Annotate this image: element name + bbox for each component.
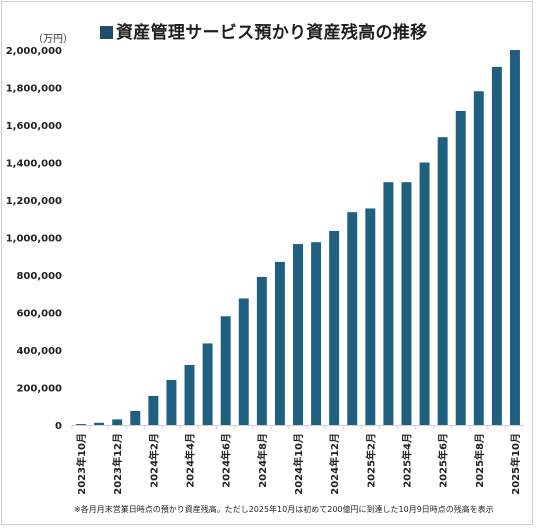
bar [148,395,159,425]
bar [256,276,267,426]
x-tick-label: 2025年4月 [400,433,413,488]
footnote: ※各月月末営業日時点の預かり資産残高。ただし2025年10月は初めて200億円に… [74,505,494,514]
bar [347,212,358,425]
x-tick-label: 2025年2月 [364,433,377,488]
y-unit-label: （万円） [33,34,73,45]
chart-title: 資産管理サービス預かり資産残高の推移 [100,18,427,43]
bar [166,380,177,425]
bar [419,162,430,425]
x-tick-label: 2024年12月 [328,433,341,495]
bar [274,261,285,426]
bar [184,365,195,425]
x-tick-label: 2025年8月 [473,433,486,488]
x-tick-label: 2025年6月 [437,433,450,488]
x-tick-label: 2024年4月 [184,433,197,488]
bar [365,208,376,425]
bar [202,343,213,425]
y-tick-label: 1,000,000 [6,234,62,245]
y-tick-label: 600,000 [16,309,62,320]
x-tick-label: 2024年2月 [147,433,160,488]
bar [94,422,105,425]
title-square-icon [100,26,113,39]
y-tick-label: 1,400,000 [6,159,62,170]
bar [220,316,231,425]
bar [329,230,340,425]
bar [473,91,484,425]
bar [112,419,123,426]
y-tick-label: 200,000 [16,384,62,395]
x-tick-label: 2025年10月 [509,433,522,495]
bar [76,424,87,425]
y-tick-label: 1,800,000 [6,84,62,95]
bar [311,242,322,425]
y-tick-label: 2,000,000 [6,46,62,57]
x-tick-label: 2024年10月 [292,433,305,495]
x-tick-label: 2023年12月 [111,433,124,495]
bar [401,182,412,425]
y-tick-label: 1,200,000 [6,196,62,207]
y-tick-label: 800,000 [16,271,62,282]
bar [455,110,466,425]
bar [130,410,141,425]
chart-title-text: 資産管理サービス預かり資産残高の推移 [116,23,428,43]
bar [491,66,502,426]
bar [437,137,448,425]
bar [238,298,249,425]
bar [383,182,394,425]
bar [293,244,303,425]
x-tick-label: 2024年6月 [220,433,233,488]
y-tick-label: 400,000 [16,346,62,357]
x-tick-label: 2024年8月 [256,433,269,488]
y-tick-label: 1,600,000 [6,121,62,132]
y-tick-label: 0 [55,421,62,432]
x-tick-label: 2023年10月 [75,433,88,495]
bar [509,50,520,425]
